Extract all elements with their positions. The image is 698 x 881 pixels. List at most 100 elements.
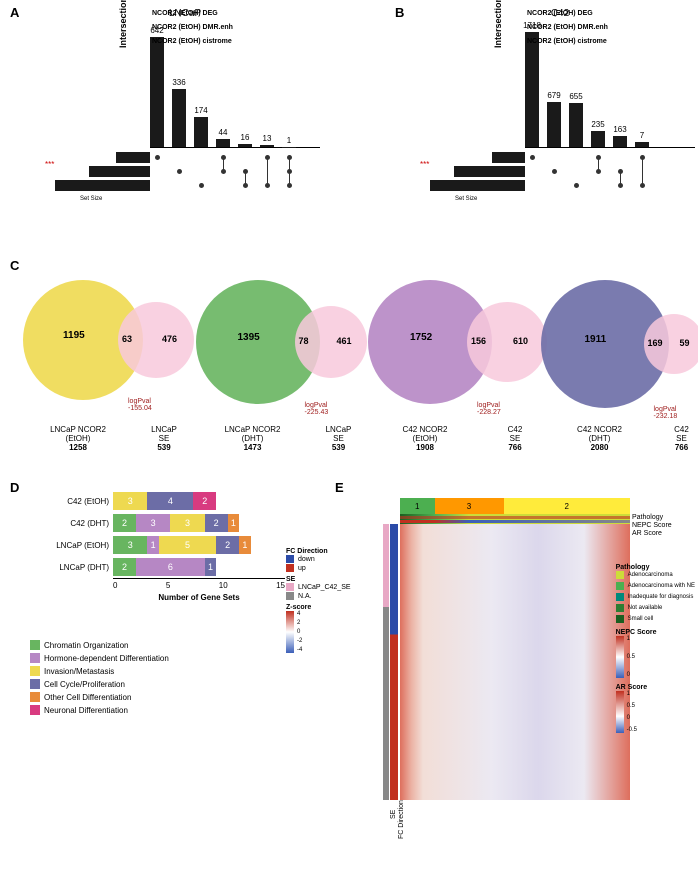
panel-e-heatmap: 132 Pathology NEPC Score AR Score FC Dir… [340, 474, 690, 869]
legend-item: Other Cell Differentiation [30, 692, 169, 702]
legend-item: Chromatin Organization [30, 640, 169, 650]
bar-segment: 1 [228, 514, 239, 532]
upset-plot-b: C42 Intersection Size 17186796552351637 … [425, 8, 695, 208]
cluster-segment: 3 [435, 498, 504, 514]
row-label: C42 (EtOH) [35, 497, 113, 506]
legend-item: Not available [616, 604, 695, 612]
nepc-ticks: 10.50 [627, 636, 635, 678]
heatmap-body [400, 524, 630, 800]
legend-swatch [30, 692, 40, 702]
bar-segment: 3 [113, 536, 147, 554]
panel-label-a: A [10, 5, 19, 20]
legend-label: Hormone-dependent Differentiation [44, 654, 169, 663]
ar-ticks: 10.50-0.5 [627, 691, 637, 733]
row-label: C42 (DHT) [35, 519, 113, 528]
bar-wrap: 23321 [113, 514, 285, 532]
legend-item: Hormone-dependent Differentiation [30, 653, 169, 663]
tick-label: 15 [276, 581, 285, 590]
bar-value-label: 163 [613, 125, 626, 134]
setsize-label: Set Size [80, 196, 102, 202]
bar-value-label: 174 [194, 106, 207, 115]
venn-right-n: 59 [680, 338, 690, 348]
bar-segment: 2 [193, 492, 216, 510]
venn-overlap-n: 63 [122, 334, 132, 344]
venn-pval: logPval -225.43 [305, 402, 329, 416]
bar-segment: 3 [113, 492, 147, 510]
bar-row: C42 (DHT)23321 [35, 512, 285, 534]
upset-bar [260, 145, 274, 147]
upset-connector [223, 157, 224, 171]
legend-swatch [30, 653, 40, 663]
upset-dot [155, 155, 160, 160]
legend-swatch [30, 666, 40, 676]
upset-dot [177, 169, 182, 174]
venn-left-n: 1395 [238, 332, 260, 343]
upset-bar [150, 37, 164, 147]
legend-swatch [616, 615, 624, 623]
ar-title: AR Score [616, 684, 695, 691]
legend-e: Pathology AdenocarcinomaAdenocarcinoma w… [616, 564, 695, 733]
legend-item: Invasion/Metastasis [30, 666, 169, 676]
legend-label: Invasion/Metastasis [44, 667, 114, 676]
side-label: AR Score [632, 530, 662, 537]
x-axis-label: Number of Gene Sets [113, 593, 285, 602]
set-label: NCOR2 (EtOH) cistrome [527, 38, 607, 45]
legend-item: Inadequate for diagnosis [616, 593, 695, 601]
bar-value-label: 44 [219, 128, 228, 137]
nepc-colorbar [616, 636, 624, 678]
heatmap-clusters: 132 [400, 498, 630, 514]
ar-strip [400, 516, 630, 519]
bar-wrap: 261 [113, 558, 285, 576]
set-label: NCOR2 (EtOH) DEG [527, 10, 593, 17]
bar-segment: 1 [147, 536, 158, 554]
upset-connector [289, 157, 290, 185]
upset-bar [591, 131, 605, 147]
legend-label: Adenocarcinoma [628, 572, 673, 578]
bar-value-label: 336 [172, 78, 185, 87]
upset-dot [574, 183, 579, 188]
legend-label: Other Cell Differentiation [44, 693, 131, 702]
legend-label: down [298, 556, 315, 563]
venn-left-label: LNCaP NCOR2 (DHT) 1473 [191, 425, 315, 452]
legend-label: Small cell [628, 616, 654, 622]
bar-segment: 2 [216, 536, 239, 554]
nepc-bar-wrap: 10.50 [616, 636, 695, 678]
ar-bar-wrap: 10.50-0.5 [616, 691, 695, 733]
venn-row: 1195 63 476 logPval -155.04 LNCaP NCOR2 … [18, 270, 698, 470]
legend-label: N.A. [298, 593, 312, 600]
set-bar [55, 180, 150, 191]
legend-swatch [616, 571, 624, 579]
venn-left-label: LNCaP NCOR2 (EtOH) 1258 [18, 425, 138, 452]
legend-label: Cell Cycle/Proliferation [44, 680, 125, 689]
legend-item: Neuronal Differentiation [30, 705, 169, 715]
bar-row: LNCaP (DHT)261 [35, 556, 285, 578]
upset-bar [635, 142, 649, 147]
legend-swatch [616, 604, 624, 612]
bar-value-label: 655 [569, 92, 582, 101]
tick-label: 10 [219, 581, 228, 590]
venn-left-n: 1911 [585, 334, 607, 345]
bar-segment: 3 [136, 514, 170, 532]
legend-item: Adenocarcinoma with NE [616, 582, 695, 590]
nepc-strip [400, 520, 630, 523]
venn-diagram: 1911 169 59 logPval -232.18 C42 NCOR2 (D… [536, 270, 698, 470]
legend-label: Inadequate for diagnosis [628, 594, 694, 600]
legend-item: Cell Cycle/Proliferation [30, 679, 169, 689]
legend-swatch [286, 564, 294, 572]
upset-connector [267, 157, 268, 185]
upset-dot [530, 155, 535, 160]
legend-swatch [286, 555, 294, 563]
bar-segment: 4 [147, 492, 193, 510]
set-bar [89, 166, 150, 177]
tick-label: 5 [166, 581, 170, 590]
panel-d-chart: C42 (EtOH)342C42 (DHT)23321LNCaP (EtOH)3… [35, 490, 285, 620]
bar-value-label: 1 [287, 136, 291, 145]
side-label: Pathology [632, 514, 663, 521]
bar-value-label: 679 [547, 91, 560, 100]
panel-label-b: B [395, 5, 404, 20]
bar-segment: 5 [159, 536, 216, 554]
set-label: NCOR2 (EtOH) DMR.enh [152, 24, 233, 31]
upset-dot [552, 169, 557, 174]
upset-bar [525, 32, 539, 147]
row-label: LNCaP (EtOH) [35, 541, 113, 550]
